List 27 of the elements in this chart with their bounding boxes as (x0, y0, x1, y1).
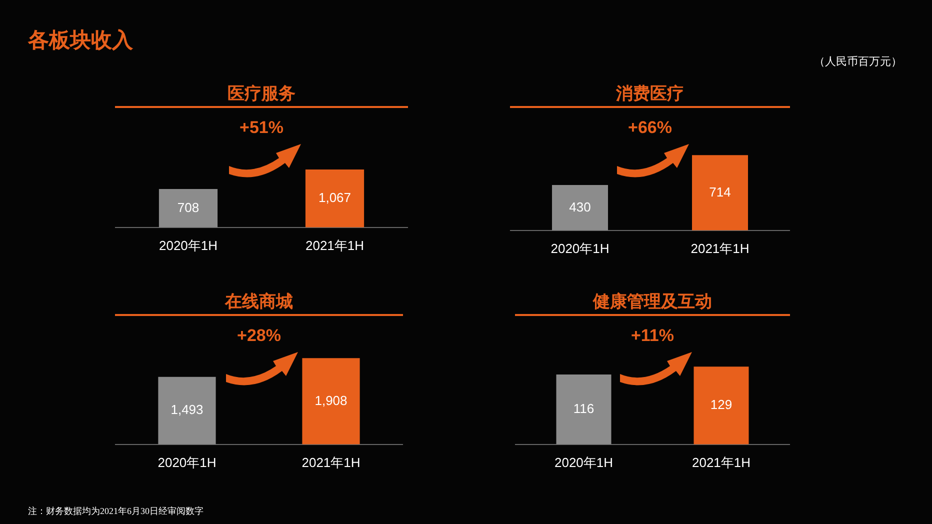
x-tick-label: 2020年1H (158, 454, 216, 470)
data-label: 1,908 (314, 392, 348, 408)
chart-title: 在线商城 (224, 291, 294, 313)
text: +28% (236, 326, 282, 346)
data-label: 116 (573, 400, 594, 416)
text: 注：财务数据均为2021年6月30日经审阅数字 (28, 505, 204, 518)
x-tick-label: 2021年1H (305, 237, 364, 252)
data-label: 129 (710, 396, 732, 412)
x-tick-label: 2021年1H (692, 454, 751, 470)
chart-title: 医疗服务 (226, 83, 296, 105)
data-label: 714 (709, 184, 731, 199)
text: （人民币百万元） (814, 55, 902, 69)
text: +66% (627, 118, 673, 138)
data-label: 430 (569, 198, 591, 214)
chart-title: 消费医疗 (615, 83, 685, 105)
x-tick-label: 2020年1H (554, 454, 614, 470)
data-label: 1,493 (170, 402, 204, 417)
data-label: 708 (177, 199, 200, 214)
text: 各板块收入 (28, 27, 133, 54)
x-tick-label: 2021年1H (690, 240, 750, 256)
x-tick-label: 2020年1H (550, 240, 610, 256)
text: +51% (238, 118, 284, 138)
chart-title: 健康管理及互动 (592, 291, 713, 313)
data-label: 1,067 (318, 190, 352, 205)
text: +11% (630, 326, 675, 346)
x-tick-label: 2020年1H (158, 237, 218, 252)
x-tick-label: 2021年1H (302, 454, 360, 470)
